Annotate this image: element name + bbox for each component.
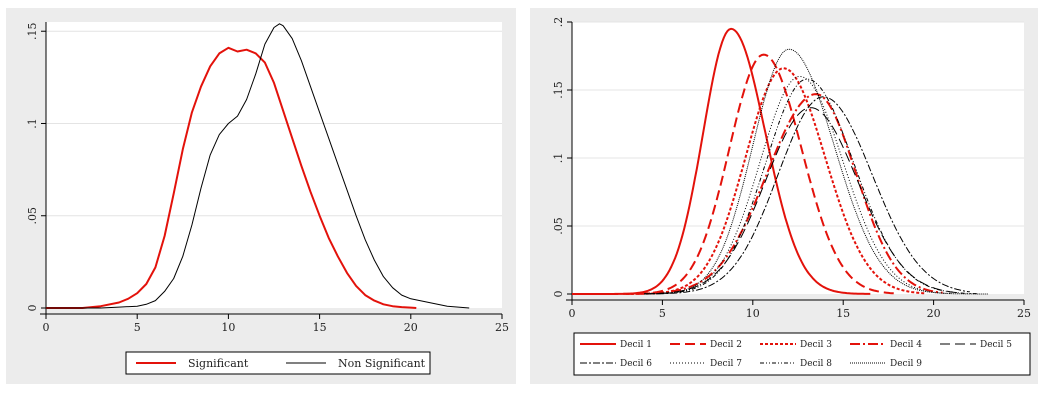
density-chart-right: 0 5 10 15 20 25 0 .05 .1 .15 .2 Decil 1 Decil 2 Decil… — [552, 17, 1031, 376]
right-legend-label: Decil 1 — [620, 340, 652, 350]
right-y-tick-label: .05 — [552, 217, 565, 235]
right-series-line — [644, 78, 979, 295]
left-legend-label: Significant — [188, 357, 249, 370]
left-y-tick-label: .15 — [26, 22, 39, 40]
right-legend-label: Decil 5 — [980, 340, 1012, 350]
chart-panel-right: 0 5 10 15 20 25 0 .05 .1 .15 .2 Decil 1 Decil 2 Decil… — [530, 8, 1038, 384]
left-x-tick-label: 10 — [221, 321, 235, 334]
right-x-tick-label: 15 — [836, 307, 850, 320]
chart-panel-left: 0 5 10 15 20 25 0 .05 .1 .15 Significant Non Signif… — [6, 8, 516, 384]
right-y-tick-label: 0 — [552, 291, 565, 298]
left-plot-area — [46, 22, 502, 308]
left-x-tick-label: 20 — [404, 321, 418, 334]
left-y-tick-label: .05 — [26, 207, 39, 225]
right-legend-label: Decil 4 — [890, 340, 922, 350]
right-x-tick-label: 20 — [927, 307, 941, 320]
right-y-tick-label: .2 — [552, 17, 565, 28]
left-x-tick-label: 25 — [495, 321, 509, 334]
right-legend-label: Decil 9 — [890, 359, 922, 369]
right-series-line — [644, 48, 988, 295]
right-x-tick-label: 0 — [569, 307, 576, 320]
right-x-tick-label: 25 — [1017, 307, 1031, 320]
left-series-line — [46, 46, 417, 309]
right-x-tick-label: 10 — [746, 307, 760, 320]
right-y-tick-label: .1 — [552, 153, 565, 164]
left-x-tick-label: 0 — [43, 321, 50, 334]
right-legend-label: Decil 6 — [620, 359, 652, 369]
right-legend-label: Decil 3 — [800, 340, 832, 350]
right-series-line — [644, 96, 970, 295]
density-chart-left: 0 5 10 15 20 25 0 .05 .1 .15 Significant Non Signif… — [26, 22, 509, 375]
right-legend — [573, 332, 1031, 376]
left-x-tick-label: 15 — [313, 321, 327, 334]
left-y-tick-label: 0 — [26, 305, 39, 312]
left-x-tick-label: 5 — [134, 321, 141, 334]
left-legend — [125, 351, 431, 375]
right-x-tick-label: 5 — [659, 307, 666, 320]
left-series-line — [46, 23, 470, 309]
left-legend-label: Non Significant — [338, 357, 426, 370]
right-series-line — [644, 75, 952, 295]
right-series-line — [572, 27, 871, 295]
left-y-tick-label: .1 — [26, 118, 39, 129]
right-y-tick-label: .15 — [552, 81, 565, 99]
right-legend-label: Decil 8 — [800, 359, 832, 369]
right-legend-label: Decil 7 — [710, 359, 742, 369]
right-legend-label: Decil 2 — [710, 340, 742, 350]
